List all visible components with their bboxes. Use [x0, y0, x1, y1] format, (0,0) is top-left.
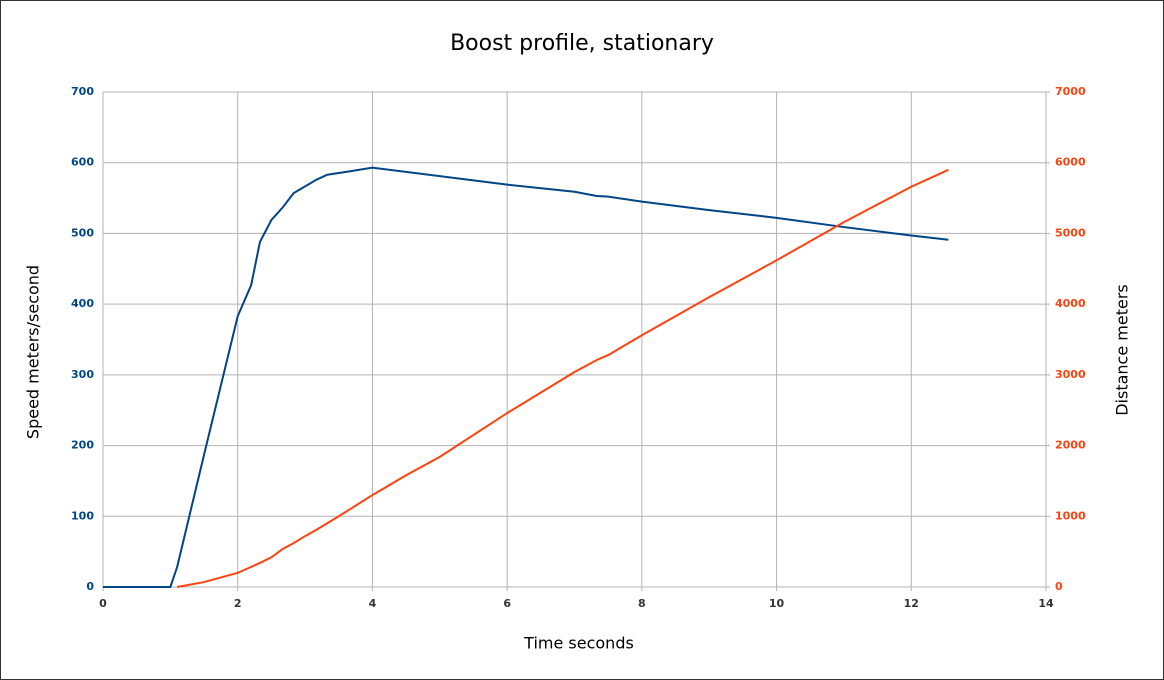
x-tick-label: 12 [904, 597, 919, 610]
x-tick-label: 10 [769, 597, 785, 610]
y-tick-label: 200 [71, 439, 94, 452]
y-axis-label: Speed meters/second [24, 265, 43, 439]
y-tick-label: 600 [71, 156, 94, 169]
series-line [176, 168, 949, 588]
y-tick-label: 700 [71, 85, 94, 98]
x-axis-label: Time seconds [523, 634, 634, 653]
y2-tick-label: 7000 [1055, 85, 1086, 98]
y-tick-label: 100 [71, 509, 94, 522]
y-tick-label: 500 [71, 226, 94, 239]
series-line [103, 166, 949, 588]
y2-tick-label: 5000 [1055, 226, 1086, 239]
y-tick-label: 400 [71, 297, 94, 310]
y2-tick-label: 0 [1055, 580, 1063, 593]
y2-tick-label: 6000 [1055, 156, 1086, 169]
y-tick-label: 300 [71, 368, 94, 381]
x-tick-label: 2 [234, 597, 242, 610]
x-tick-label: 8 [638, 597, 646, 610]
x-tick-label: 14 [1038, 597, 1054, 610]
y2-tick-label: 1000 [1055, 509, 1086, 522]
x-tick-label: 6 [503, 597, 511, 610]
x-tick-label: 4 [369, 597, 377, 610]
y2-tick-label: 3000 [1055, 368, 1086, 381]
y2-tick-label: 2000 [1055, 439, 1086, 452]
x-tick-label: 0 [99, 597, 107, 610]
chart-title: Boost profile, stationary [450, 31, 714, 56]
y2-tick-label: 4000 [1055, 297, 1086, 310]
y2-axis-label: Distance meters [1113, 284, 1132, 416]
y-tick-label: 0 [86, 580, 94, 593]
